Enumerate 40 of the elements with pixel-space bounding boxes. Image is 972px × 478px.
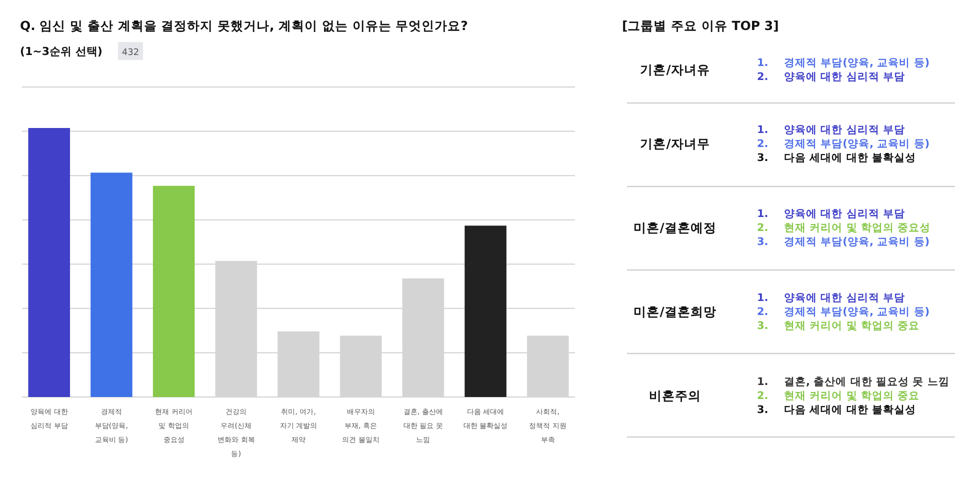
text: 현재 커리어 및 학업의 중요성 <box>784 222 931 234</box>
text: 다음 세대에 대한 불확실성 <box>784 152 916 164</box>
text: 1. <box>757 124 768 136</box>
text: 경제적 부담(양육, 교육비 등) <box>784 306 930 318</box>
text: 현재 커리어 및 학업의 중요 <box>784 320 920 332</box>
text: 1. <box>757 376 768 388</box>
text: 432 <box>122 48 140 58</box>
bar <box>90 172 132 397</box>
text: [그룹별 주요 이유 TOP 3] <box>622 18 779 33</box>
category-label: 비혼주의 <box>649 388 701 403</box>
chart-title: Q. 임신 및 출산 계획을 결정하지 못했거나, 계획이 없는 이유는 무엇인가요? <box>20 18 468 33</box>
text: 양육에 대한 심리적 부담 <box>784 208 905 220</box>
text: 2. <box>757 222 768 234</box>
chart-subtitle: (1~3순위 선택) <box>20 45 102 58</box>
text: 3. <box>757 320 768 332</box>
text: 2. <box>757 71 768 83</box>
text: 양육에 대한 심리적 부담 <box>784 71 905 83</box>
text: 2. <box>757 306 768 318</box>
text: 1. <box>757 208 768 220</box>
text: 경제적 부담(양육, 교육비 등) <box>784 138 930 150</box>
text: 3. <box>757 236 768 248</box>
text: 양육에 대한 심리적 부담 <box>784 292 905 304</box>
text: 현재 커리어 및 학업의 중요 <box>784 390 920 402</box>
bar <box>28 128 70 397</box>
category-label: 기혼/자녀유 <box>640 62 710 77</box>
text: 2. <box>757 138 768 150</box>
text: 결혼, 출산에 대한 필요성 못 느낌 <box>784 376 950 388</box>
text: 양육에 대한 심리적 부담 <box>784 124 905 136</box>
category-label: 미혼/결혼예정 <box>634 220 716 235</box>
text: 1. <box>757 57 768 69</box>
text: 1. <box>757 292 768 304</box>
text: 2. <box>757 390 768 402</box>
bar <box>152 186 195 397</box>
text: 3. <box>757 152 768 164</box>
bar <box>464 226 506 397</box>
text: 경제적 부담(양육, 교육비 등) <box>784 57 930 69</box>
text: 3. <box>757 404 768 416</box>
text: 경제적 부담(양육, 교육비 등) <box>784 236 930 248</box>
category-label: 미혼/결혼희망 <box>634 304 716 319</box>
category-label: 기혼/자녀무 <box>640 136 710 151</box>
